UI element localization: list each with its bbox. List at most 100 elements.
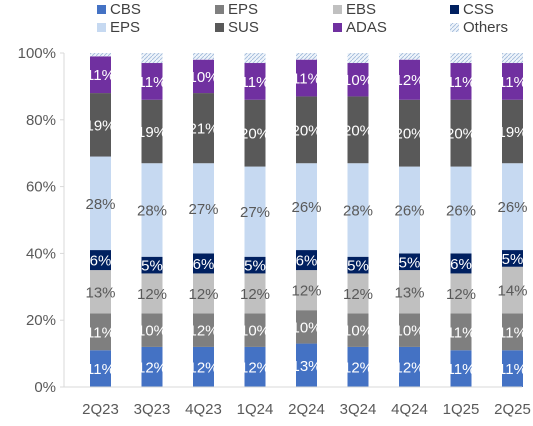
data-label-ebs: 12% <box>188 286 218 303</box>
bar-segment-cbs <box>296 343 317 387</box>
bar-segment-adas <box>347 63 369 97</box>
bar-segment-eps <box>399 313 420 347</box>
data-label-eps: 26% <box>291 199 321 216</box>
data-label-sus: 19% <box>497 124 527 141</box>
data-label-eps: 28% <box>137 202 167 219</box>
bar-segment-cbs <box>399 346 420 387</box>
bar-segment-others <box>193 53 214 60</box>
bar-segment-css <box>244 256 266 274</box>
data-label-adas: 11% <box>86 67 115 84</box>
legend-swatch-cbs <box>97 5 106 14</box>
legend-label-css: CSS <box>463 1 494 18</box>
x-tick-label: 1Q25 <box>443 401 480 418</box>
data-label-ebs: 13% <box>85 284 115 301</box>
data-label-ebs: 12% <box>240 286 270 303</box>
legend-swatch-ebs <box>333 5 342 14</box>
bar-segment-sus <box>141 99 163 164</box>
data-label-eps: 28% <box>85 196 115 213</box>
legend-swatch-others <box>450 23 459 32</box>
bar-segment-ebs <box>296 270 317 311</box>
y-tick-label: 40% <box>26 245 56 262</box>
x-tick-label: 4Q23 <box>185 401 222 418</box>
data-label-cbs: 11% <box>447 361 476 378</box>
legend-swatch-css <box>450 5 459 14</box>
data-label-sus: 20% <box>446 126 476 143</box>
bar-segment-cbs <box>141 346 163 387</box>
data-label-cbs: 12% <box>188 359 218 376</box>
data-label-adas: 12% <box>394 72 424 89</box>
data-label-css: 6% <box>450 256 472 273</box>
bar-segment-adas <box>450 63 472 100</box>
bar-segment-others <box>90 53 111 57</box>
x-tick-label: 4Q24 <box>391 401 428 418</box>
data-label-ebs: 12% <box>137 286 167 303</box>
bar-segment-adas <box>399 59 420 100</box>
data-label-eps: 27% <box>240 204 270 221</box>
data-label-adas: 11% <box>292 71 321 88</box>
bar-segment-eps <box>141 313 163 347</box>
data-label-css: 6% <box>90 253 112 270</box>
bar-segment-adas <box>502 63 523 100</box>
data-label-css: 5% <box>141 258 163 275</box>
x-tick-label: 2Q24 <box>288 401 325 418</box>
bar-segment-eps <box>450 313 472 351</box>
bar-segment-others <box>244 53 266 64</box>
data-label-eps: 11% <box>498 324 527 341</box>
bar-segment-cbs <box>450 350 472 387</box>
data-label-css: 6% <box>193 256 215 273</box>
data-label-css: 5% <box>244 258 266 275</box>
data-label-eps: 10% <box>291 319 321 336</box>
bar-segment-others <box>296 53 317 60</box>
data-label-sus: 19% <box>85 117 115 134</box>
data-label-css: 6% <box>296 253 318 270</box>
bar-segment-css <box>502 250 523 267</box>
bar-segment-adas <box>193 59 214 94</box>
bar-segment-eps <box>399 166 420 254</box>
bar-segment-ebs <box>450 273 472 314</box>
data-label-eps: 12% <box>188 323 218 340</box>
data-label-adas: 10% <box>188 69 218 86</box>
legend-label-adas: ADAS <box>346 19 387 36</box>
bar-segment-sus <box>399 99 420 167</box>
bar-segment-adas <box>90 56 111 94</box>
bar-segment-sus <box>296 96 317 164</box>
y-tick-label: 0% <box>34 379 56 396</box>
legend-swatch-eps <box>97 23 106 32</box>
data-label-cbs: 12% <box>137 359 167 376</box>
bar-segment-eps <box>141 163 163 257</box>
bar-segment-sus <box>502 99 523 164</box>
data-label-css: 5% <box>347 258 369 275</box>
bar-segment-ebs <box>244 273 266 314</box>
data-label-adas: 11% <box>498 74 527 91</box>
bar-segment-eps <box>347 313 369 347</box>
bar-segment-ebs <box>90 270 111 314</box>
bar-segment-sus <box>347 96 369 164</box>
bar-segment-sus <box>450 99 472 167</box>
bar-segment-css <box>450 253 472 274</box>
bar-segment-eps <box>296 163 317 251</box>
data-labels: 11% 11% 13% 6% 28% 19% 11% 12% 10% 12% 5% 28% 19% 11%… <box>85 67 527 378</box>
bar-segment-eps <box>90 156 111 251</box>
legend-swatch-eps <box>215 5 224 14</box>
bar-segment-css <box>296 250 317 271</box>
bar-segment-adas <box>296 59 317 97</box>
bar-segment-ebs <box>347 273 369 314</box>
data-label-eps: 11% <box>86 324 115 341</box>
bar-segment-sus <box>193 93 214 164</box>
bars <box>90 53 523 387</box>
data-label-eps: 26% <box>497 199 527 216</box>
data-label-ebs: 12% <box>446 286 476 303</box>
bar-segment-eps <box>90 313 111 351</box>
data-label-eps: 10% <box>240 323 270 340</box>
bar-segment-cbs <box>90 350 111 387</box>
data-label-adas: 10% <box>343 72 373 89</box>
data-label-adas: 11% <box>447 74 476 91</box>
bar-segment-others <box>141 53 163 64</box>
bar-segment-cbs <box>502 350 523 387</box>
bar-segment-others <box>502 53 523 64</box>
bar-segment-sus <box>90 93 111 157</box>
data-label-cbs: 13% <box>291 358 321 375</box>
data-label-cbs: 11% <box>498 361 527 378</box>
data-label-ebs: 12% <box>291 283 321 300</box>
